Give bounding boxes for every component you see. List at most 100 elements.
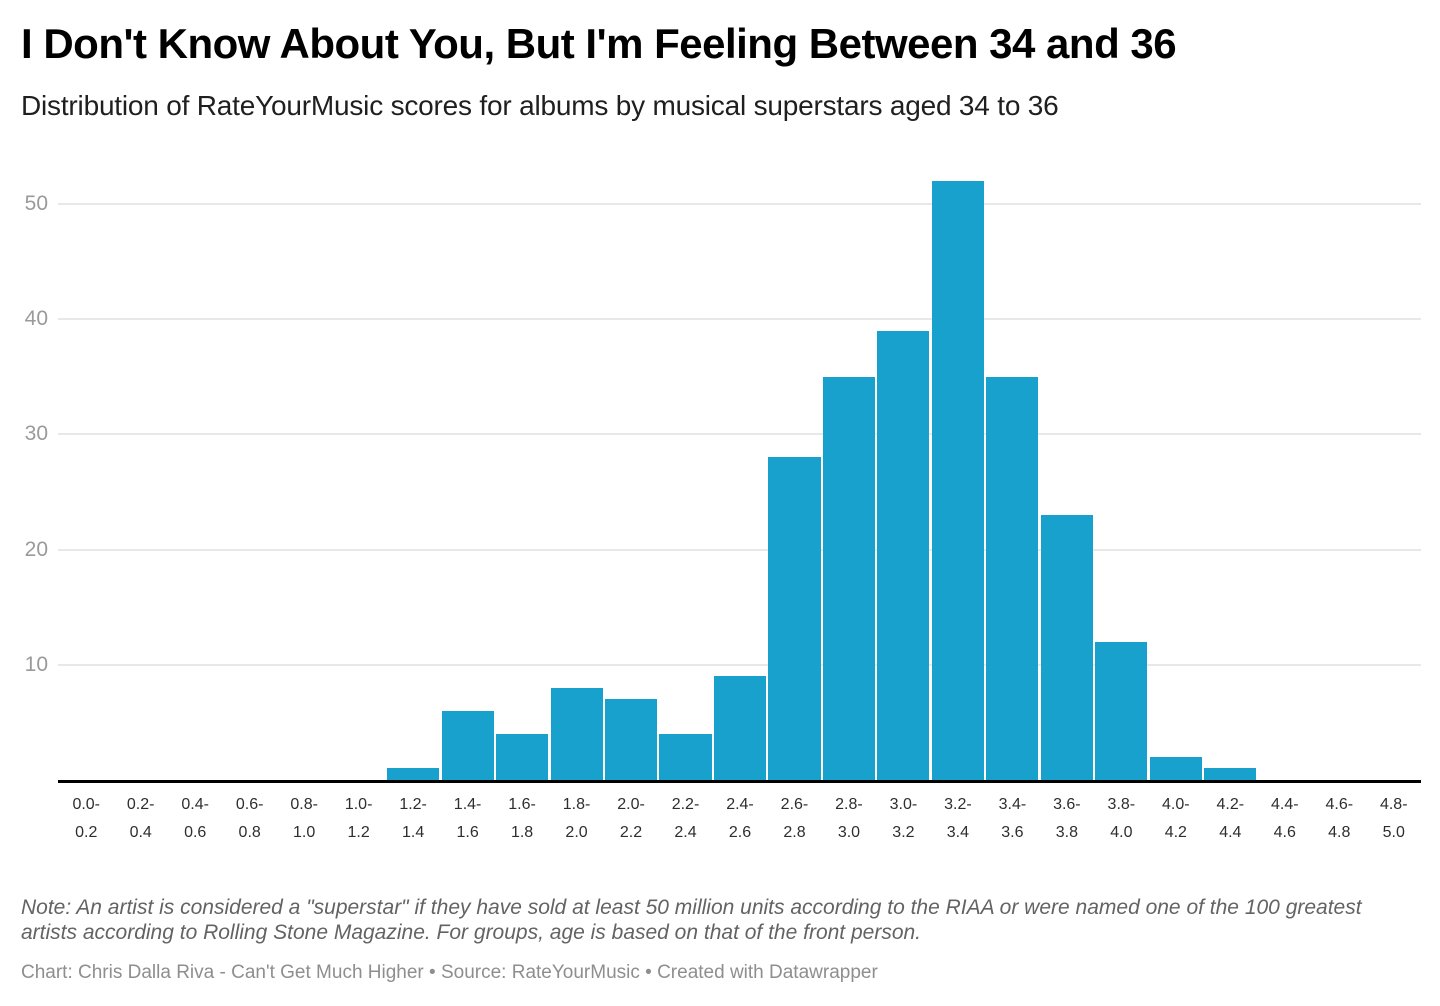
histogram-bar-3.4-3.6 xyxy=(986,376,1039,780)
histogram-bar-1.2-1.4 xyxy=(387,768,440,780)
x-axis-tick-label: 3.4- 3.6 xyxy=(985,792,1039,848)
x-axis-tick-label-bottom: 3.2 xyxy=(892,824,915,841)
x-axis-tick-label-top: 3.2- xyxy=(944,796,972,813)
x-axis-tick-label-top: 3.6- xyxy=(1053,796,1081,813)
histogram-bar-1.8-2.0 xyxy=(550,687,603,780)
histogram-bar-1.4-1.6 xyxy=(441,710,494,780)
x-axis-tick-label-top: 3.4- xyxy=(998,796,1027,813)
x-axis-tick-label-bottom: 3.6 xyxy=(1001,824,1024,841)
gridline-y-10 xyxy=(58,663,1421,666)
chart-title: I Don't Know About You, But I'm Feeling … xyxy=(21,20,1177,67)
x-axis-tick-label: 4.8- 5.0 xyxy=(1367,792,1421,848)
histogram-bar-3.6-3.8 xyxy=(1040,515,1093,780)
x-axis-tick-label-bottom: 1.2 xyxy=(347,824,370,841)
x-axis-tick-label: 3.6- 3.8 xyxy=(1040,792,1094,848)
y-axis-tick-label: 10 xyxy=(24,652,48,676)
x-axis-tick-label-bottom: 0.6 xyxy=(184,824,207,841)
x-axis-tick-label-bottom: 4.6 xyxy=(1273,824,1296,841)
x-axis-tick-label-bottom: 1.6 xyxy=(456,824,479,841)
x-axis-tick-label-top: 4.0- xyxy=(1162,796,1190,813)
x-axis-tick-label-bottom: 2.0 xyxy=(565,824,588,841)
histogram-bar-4.2-4.4 xyxy=(1204,768,1257,780)
x-axis-tick-label: 1.2- 1.4 xyxy=(386,792,440,848)
x-axis-tick-label-bottom: 3.0 xyxy=(837,824,861,841)
x-axis-tick-label-bottom: 2.2 xyxy=(619,824,643,841)
x-axis-tick-label-bottom: 2.8 xyxy=(783,824,806,841)
gridline-y-30 xyxy=(58,433,1421,436)
histogram-bar-2.8-3.0 xyxy=(822,376,875,780)
x-axis-tick-label: 0.8- 1.0 xyxy=(277,792,331,848)
x-axis-tick-label-bottom: 2.4 xyxy=(674,824,697,841)
histogram-bar-2.6-2.8 xyxy=(768,457,821,780)
y-axis-tick-label: 50 xyxy=(24,192,48,215)
chart-subtitle: Distribution of RateYourMusic scores for… xyxy=(21,90,1059,121)
x-axis-tick-label-top: 0.4- xyxy=(181,796,209,813)
x-axis-tick-label-bottom: 4.8 xyxy=(1328,824,1351,841)
histogram-bar-1.6-1.8 xyxy=(496,733,549,780)
x-axis-tick-label: 1.4- 1.6 xyxy=(440,792,494,848)
histogram-bar-2.2-2.4 xyxy=(659,733,712,780)
gridline-y-50 xyxy=(58,203,1421,205)
gridline-y-40 xyxy=(58,318,1421,321)
x-axis-tick-label: 1.6- 1.8 xyxy=(495,792,549,848)
x-axis-tick-label-top: 0.2- xyxy=(126,796,155,813)
x-axis-tick-label-top: 1.0- xyxy=(344,796,373,813)
x-axis-tick-label: 2.8- 3.0 xyxy=(822,792,876,848)
histogram-bar-4.0-4.2 xyxy=(1149,756,1202,780)
x-axis-tick-label: 2.0- 2.2 xyxy=(604,792,658,848)
x-axis-tick-label-top: 1.6- xyxy=(508,796,536,813)
x-axis-tick-label-top: 2.8- xyxy=(835,796,863,813)
x-axis-tick-label: 4.0- 4.2 xyxy=(1149,792,1203,848)
x-axis-tick-label-top: 2.2- xyxy=(671,796,700,813)
x-axis-tick-label-top: 4.2- xyxy=(1216,796,1245,813)
x-axis-tick-label-bottom: 0.8 xyxy=(238,824,261,841)
x-axis-tick-label-top: 4.4- xyxy=(1270,796,1299,813)
x-axis-tick-label: 1.0- 1.2 xyxy=(331,792,385,848)
x-axis-tick-label-bottom: 5.0 xyxy=(1382,824,1405,841)
x-axis-tick-label-top: 2.4- xyxy=(726,796,754,813)
chart-note: Note: An artist is considered a "superst… xyxy=(21,896,1362,944)
chart-credit: Chart: Chris Dalla Riva - Can't Get Much… xyxy=(21,962,878,983)
x-axis-tick-label: 3.2- 3.4 xyxy=(931,792,985,848)
x-axis-tick-label-top: 1.8- xyxy=(562,796,591,813)
x-axis-tick-label-bottom: 0.2 xyxy=(75,824,98,841)
y-axis-tick-label: 20 xyxy=(24,537,48,561)
histogram-bar-2.0-2.2 xyxy=(605,699,658,780)
histogram-bar-3.0-3.2 xyxy=(877,330,930,780)
y-axis-tick-label: 30 xyxy=(24,422,48,446)
x-axis-tick-label-bottom: 1.8 xyxy=(510,824,534,841)
x-axis-tick-label-bottom: 0.4 xyxy=(129,824,152,841)
x-axis-tick-label: 2.4- 2.6 xyxy=(713,792,767,848)
x-axis-tick-label-top: 2.6- xyxy=(780,796,809,813)
x-axis-tick-label-bottom: 4.0 xyxy=(1110,824,1133,841)
x-axis-tick-label-bottom: 1.4 xyxy=(401,824,425,841)
x-axis-tick-label-top: 3.0- xyxy=(889,796,918,813)
histogram-bar-3.8-4.0 xyxy=(1095,641,1148,780)
x-axis-tick-label: 4.2- 4.4 xyxy=(1203,792,1257,848)
x-axis-tick-label-top: 4.8- xyxy=(1379,796,1408,813)
histogram-bar-2.4-2.6 xyxy=(713,676,767,780)
x-axis-tick-label: 1.8- 2.0 xyxy=(549,792,603,848)
x-axis-tick-label-bottom: 3.8 xyxy=(1055,824,1078,841)
x-axis-tick-label: 0.2- 0.4 xyxy=(113,792,167,848)
x-axis-tick-label-top: 1.4- xyxy=(453,796,482,813)
histogram-bar-3.2-3.4 xyxy=(931,180,984,780)
x-axis-tick-label-bottom: 4.2 xyxy=(1164,824,1187,841)
x-axis-tick-label: 0.6- 0.8 xyxy=(222,792,276,848)
x-axis-tick-label-bottom: 3.4 xyxy=(946,824,970,841)
x-axis-tick-label: 0.4- 0.6 xyxy=(168,792,222,848)
x-axis-tick-label: 2.6- 2.8 xyxy=(767,792,821,848)
x-axis-tick-label-top: 0.6- xyxy=(235,796,264,813)
x-axis-tick-label: 3.0- 3.2 xyxy=(876,792,930,848)
x-axis-line xyxy=(58,780,1421,783)
x-axis-tick-label-top: 0.0- xyxy=(72,796,101,813)
x-axis-tick-label-top: 3.8- xyxy=(1107,796,1136,813)
gridline-y-20 xyxy=(58,548,1421,551)
x-axis-tick-label: 4.6- 4.8 xyxy=(1312,792,1366,848)
x-axis-tick-label-top: 4.6- xyxy=(1325,796,1354,813)
x-axis-tick-label-bottom: 1.0 xyxy=(293,824,316,841)
x-axis-tick-label-bottom: 2.6 xyxy=(728,824,752,841)
x-axis-tick-label: 3.8- 4.0 xyxy=(1094,792,1148,848)
